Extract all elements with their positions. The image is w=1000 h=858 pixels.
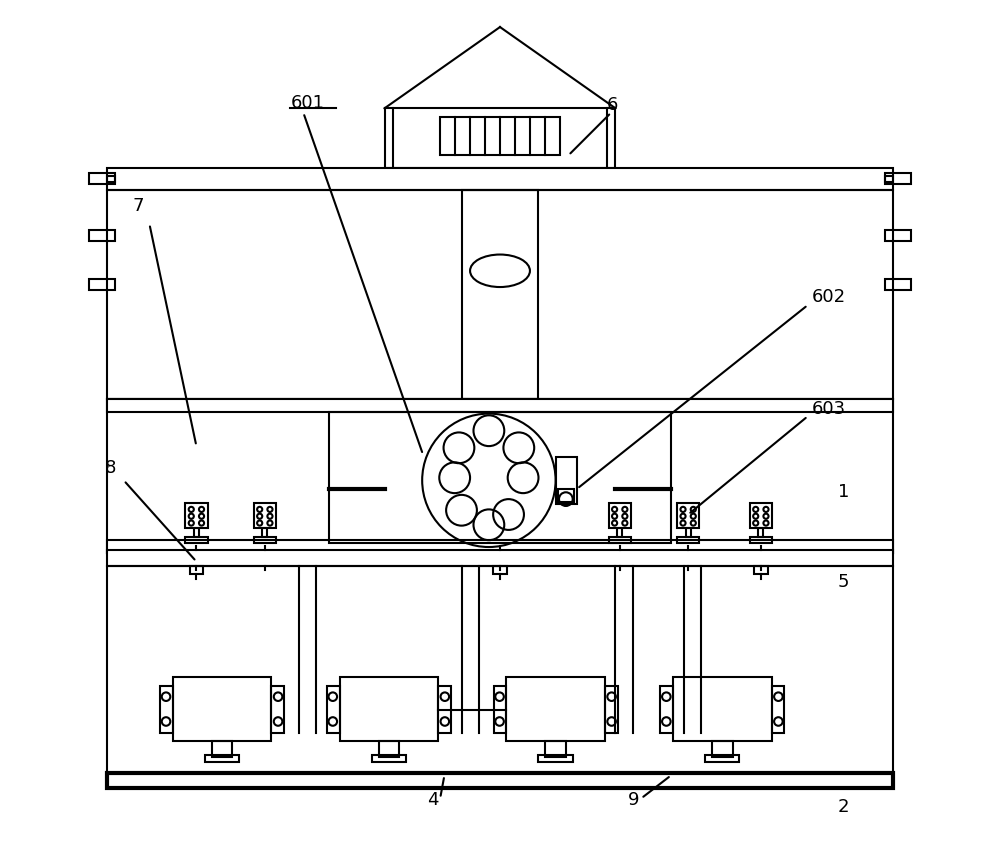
Bar [885,280,911,291]
Bar [173,677,271,741]
Bar [558,489,574,502]
Text: 6: 6 [607,96,618,114]
Bar [262,529,267,537]
Text: 602: 602 [812,288,846,306]
Text: 9: 9 [628,791,640,809]
Bar [750,503,772,529]
Bar [372,755,406,762]
Bar [329,412,671,543]
Bar [379,741,399,757]
Bar [327,686,340,733]
Bar [107,565,893,776]
Text: 2: 2 [838,798,849,816]
Bar [89,173,115,184]
Bar [254,503,276,529]
Bar [556,457,577,505]
Bar [677,503,699,529]
Bar [107,399,893,553]
Text: 5: 5 [838,573,849,591]
Bar [605,686,618,733]
Bar [885,176,893,182]
Text: 8: 8 [105,460,116,477]
Bar [538,755,573,762]
Bar [107,176,115,182]
Bar [205,755,239,762]
Bar [686,529,691,537]
Bar [617,529,622,537]
Bar [705,755,739,762]
Bar [758,529,763,537]
Bar [107,399,893,412]
Bar [545,741,566,757]
Bar [609,537,631,543]
Bar [754,565,768,574]
Bar [107,773,893,789]
Bar [494,686,506,733]
Bar [673,677,772,741]
Bar [677,537,699,543]
Text: 601: 601 [290,94,324,112]
Bar [185,503,208,529]
Bar [212,741,232,757]
Bar [493,565,507,574]
Bar [190,565,203,574]
Bar [712,741,733,757]
Bar [750,537,772,543]
Bar [107,168,893,190]
Text: 603: 603 [812,400,846,418]
Text: 4: 4 [427,791,439,809]
Bar [885,173,911,184]
Bar [660,686,673,733]
Bar [462,190,538,399]
Bar [271,686,284,733]
Bar [440,117,560,155]
Bar [254,537,276,543]
Bar [160,686,173,733]
Bar [340,677,438,741]
Bar [609,503,631,529]
Text: 7: 7 [132,197,144,214]
Bar [194,529,199,537]
Bar [438,686,451,733]
Bar [89,280,115,291]
Bar [107,190,893,399]
Bar [107,551,893,565]
Bar [89,230,115,241]
Bar [506,677,605,741]
Bar [885,230,911,241]
Bar [107,541,893,553]
Bar [772,686,784,733]
Bar [185,537,208,543]
Text: 1: 1 [838,483,849,501]
